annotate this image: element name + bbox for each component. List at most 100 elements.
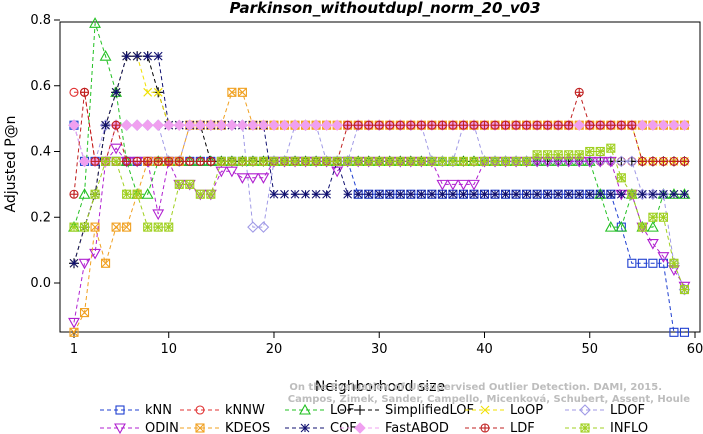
- data-point: [110, 143, 123, 155]
- data-point: [174, 179, 184, 189]
- legend-label: LDOF: [610, 403, 645, 418]
- marker-shape: [236, 173, 249, 184]
- marker-stroke: [364, 189, 374, 199]
- marker-stroke: [564, 189, 574, 199]
- marker-shape: [668, 119, 680, 131]
- data-point: [678, 119, 691, 131]
- data-point: [141, 188, 154, 199]
- data-point: [490, 189, 500, 199]
- marker-stroke: [216, 156, 226, 166]
- data-point: [658, 156, 668, 166]
- marker-stroke: [574, 189, 584, 199]
- data-point: [543, 150, 553, 160]
- marker-stroke: [469, 189, 479, 199]
- series-knn: [69, 120, 690, 337]
- data-point: [69, 189, 79, 199]
- data-point: [79, 87, 90, 97]
- marker-shape: [141, 188, 154, 199]
- data-point: [99, 119, 112, 131]
- data-point: [236, 173, 249, 184]
- legend-marker: [299, 403, 311, 415]
- marker-stroke: [501, 156, 510, 166]
- data-point: [247, 119, 259, 131]
- data-point: [522, 156, 532, 166]
- marker-shape: [78, 188, 91, 199]
- data-point: [353, 156, 363, 166]
- marker-shape: [354, 422, 366, 434]
- data-point: [195, 189, 205, 199]
- marker-stroke: [364, 156, 374, 166]
- marker-shape: [626, 155, 638, 168]
- data-point: [289, 119, 301, 131]
- data-point: [594, 156, 607, 168]
- marker-stroke: [480, 156, 489, 166]
- marker-stroke: [122, 189, 132, 199]
- marker-stroke: [427, 156, 437, 166]
- data-point: [164, 156, 174, 166]
- marker-stroke: [259, 156, 268, 166]
- legend-marker: [480, 405, 490, 415]
- marker-shape: [215, 119, 228, 131]
- data-point: [385, 189, 395, 199]
- data-point: [448, 156, 458, 166]
- series-inflo: [69, 143, 690, 295]
- data-point: [248, 156, 258, 166]
- x-tick-label: 30: [371, 342, 388, 357]
- legend-marker: [355, 405, 365, 415]
- data-point: [615, 220, 628, 232]
- data-point: [573, 119, 585, 131]
- series-layer: [68, 17, 691, 337]
- marker-shape: [68, 119, 80, 131]
- marker-shape: [627, 258, 637, 268]
- marker-stroke: [280, 189, 289, 199]
- legend-label: kNN: [145, 403, 172, 418]
- data-point: [215, 119, 228, 131]
- data-point: [446, 179, 459, 191]
- watermark-citation: On the Evaluation of Unsupervised Outlie…: [289, 382, 662, 393]
- legend-marker: [579, 404, 591, 416]
- marker-stroke: [69, 327, 79, 337]
- legend-item-ldof: LDOF: [565, 403, 645, 418]
- marker-stroke: [101, 120, 110, 130]
- marker-stroke: [206, 189, 216, 199]
- data-point: [122, 51, 132, 61]
- data-point: [258, 156, 269, 166]
- marker-stroke: [490, 156, 500, 166]
- marker-shape: [78, 258, 91, 270]
- data-point: [604, 220, 617, 232]
- data-point: [532, 120, 542, 130]
- marker-stroke: [238, 87, 247, 97]
- data-point: [606, 189, 616, 199]
- data-point: [143, 156, 153, 166]
- data-point: [532, 150, 542, 160]
- legend-label: SimplifiedLOF: [385, 403, 474, 418]
- data-point: [163, 119, 175, 131]
- marker-stroke: [322, 156, 331, 166]
- data-point: [343, 120, 353, 130]
- data-point: [648, 212, 658, 222]
- series-line: [74, 147, 685, 290]
- data-point: [301, 156, 311, 166]
- data-point: [395, 189, 405, 199]
- marker-stroke: [269, 156, 279, 166]
- marker-stroke: [522, 189, 531, 199]
- marker-stroke: [80, 222, 89, 232]
- data-point: [680, 189, 689, 199]
- marker-stroke: [301, 156, 310, 166]
- data-point: [458, 120, 468, 130]
- data-point: [648, 258, 658, 268]
- data-point: [574, 87, 584, 97]
- data-point: [257, 221, 270, 233]
- marker-stroke: [69, 222, 79, 232]
- marker-shape: [658, 258, 668, 268]
- data-point: [553, 150, 563, 160]
- data-point: [522, 189, 531, 199]
- marker-shape: [257, 173, 270, 184]
- marker-stroke: [580, 423, 590, 433]
- data-point: [290, 189, 300, 199]
- data-point: [659, 189, 668, 199]
- data-point: [427, 189, 437, 199]
- marker-stroke: [195, 189, 205, 199]
- marker-shape: [636, 188, 649, 201]
- data-point: [153, 222, 163, 232]
